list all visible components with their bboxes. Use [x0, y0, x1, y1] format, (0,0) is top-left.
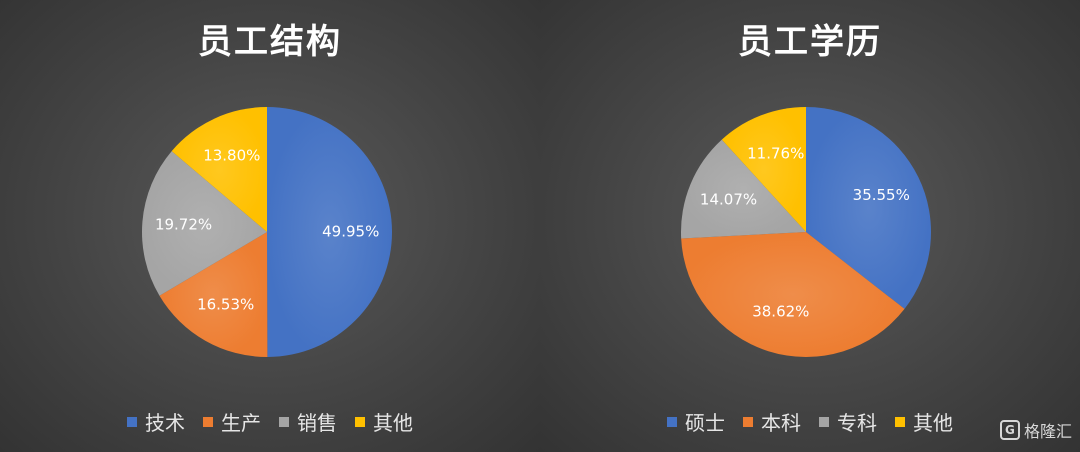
data-label: 11.76%: [747, 144, 804, 162]
data-label: 13.80%: [203, 146, 260, 164]
legend-swatch-icon: [819, 416, 829, 427]
data-label: 16.53%: [197, 295, 254, 313]
legend-label: 生产: [221, 411, 261, 435]
legend-swatch-icon: [279, 416, 289, 427]
watermark-logo-icon: G: [999, 420, 1020, 440]
chart-legend: 硕士 本科 专科 其他: [540, 407, 1080, 436]
legend-item: 其他: [355, 407, 413, 436]
data-label: 19.72%: [155, 215, 212, 233]
legend-label: 本科: [761, 411, 801, 435]
legend-swatch-icon: [203, 416, 213, 427]
pie-slice-1: [806, 107, 931, 309]
legend-item: 硕士: [667, 407, 725, 436]
legend-item: 生产: [203, 407, 261, 436]
pie-slice-2: [159, 232, 268, 358]
data-label: 38.62%: [752, 302, 809, 320]
legend-item: 其他: [895, 407, 953, 436]
legend-label: 专科: [837, 411, 877, 435]
legend-label: 其他: [373, 411, 413, 435]
legend-label: 硕士: [685, 411, 725, 435]
watermark-text: 格隆汇: [1023, 422, 1072, 441]
pie-slice-3: [681, 139, 806, 239]
pie-slice-3: [142, 151, 267, 296]
pie-slice-1: [267, 107, 392, 357]
pie-chart-employee-education: 35.55% 38.62% 14.07% 11.76%: [681, 107, 931, 358]
chart-legend: 技术 生产 销售 其他: [0, 407, 540, 436]
pie-slice-4: [721, 107, 806, 232]
legend-swatch-icon: [667, 416, 677, 427]
chart-panel-employee-education: 员工学历 35.55% 38.62% 14.07% 11.76% 硕士 本科 专科 其他: [540, 0, 1080, 452]
chart-panel-employee-structure: 员工结构 49.95% 16.53% 19.72% 13.80% 技术 生产 销售 其他: [0, 0, 540, 452]
chart-title: 员工结构: [198, 22, 342, 62]
pie-slice-2: [681, 232, 905, 358]
legend-swatch-icon: [743, 416, 753, 427]
chart-title: 员工学历: [738, 22, 882, 62]
data-label: 35.55%: [853, 186, 910, 204]
legend-label: 其他: [913, 411, 953, 435]
legend-label: 销售: [297, 411, 337, 435]
legend-item: 专科: [819, 407, 877, 436]
legend-swatch-icon: [355, 416, 365, 427]
data-label: 49.95%: [322, 222, 379, 240]
legend-item: 销售: [279, 407, 337, 436]
legend-swatch-icon: [895, 416, 905, 427]
legend-item: 本科: [743, 407, 801, 436]
pie-slice-4: [171, 107, 267, 232]
legend-item: 技术: [127, 407, 185, 436]
watermark: G 格隆汇: [999, 418, 1072, 442]
legend-swatch-icon: [127, 416, 137, 427]
data-label: 14.07%: [700, 191, 757, 209]
pie-chart-employee-structure: 49.95% 16.53% 19.72% 13.80%: [142, 107, 392, 358]
legend-label: 技术: [145, 411, 185, 435]
